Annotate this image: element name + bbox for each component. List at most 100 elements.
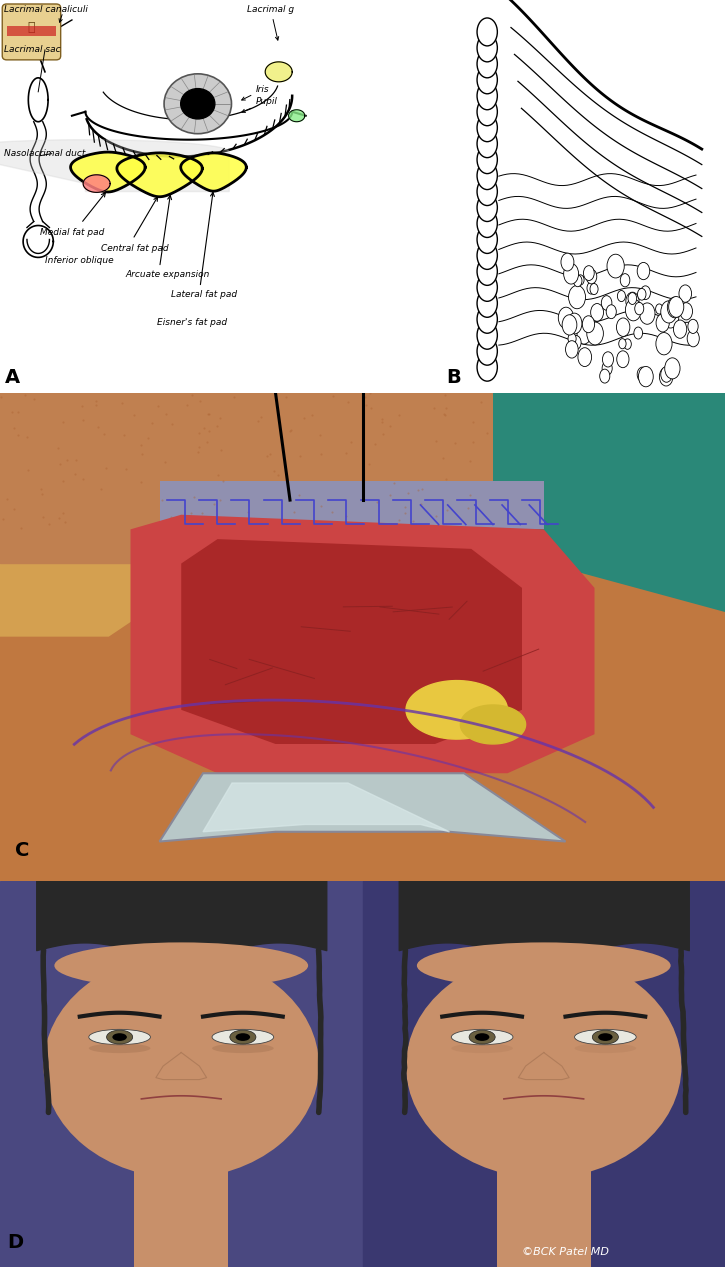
Ellipse shape — [406, 954, 682, 1178]
Circle shape — [475, 1033, 489, 1041]
Text: B: B — [447, 369, 461, 388]
Ellipse shape — [88, 1029, 151, 1045]
Circle shape — [469, 1030, 495, 1044]
Circle shape — [477, 49, 497, 77]
Polygon shape — [160, 480, 544, 530]
Text: ©BCK Patel MD: ©BCK Patel MD — [522, 1248, 609, 1257]
Polygon shape — [181, 540, 522, 744]
Circle shape — [568, 285, 586, 309]
Circle shape — [566, 341, 578, 359]
Polygon shape — [70, 152, 145, 193]
Circle shape — [477, 18, 497, 46]
Circle shape — [602, 361, 612, 375]
Circle shape — [658, 313, 668, 326]
Circle shape — [112, 1033, 127, 1041]
Circle shape — [591, 304, 603, 322]
Circle shape — [602, 352, 613, 367]
Circle shape — [571, 336, 581, 350]
Circle shape — [477, 129, 497, 157]
Circle shape — [667, 296, 682, 318]
Bar — [0, 881, 362, 1267]
Circle shape — [637, 367, 648, 381]
Text: Lacrimal sac: Lacrimal sac — [4, 44, 61, 54]
Ellipse shape — [212, 1044, 274, 1053]
Circle shape — [477, 114, 497, 142]
Polygon shape — [0, 139, 229, 191]
Polygon shape — [289, 110, 304, 122]
Circle shape — [477, 98, 497, 125]
Circle shape — [606, 305, 616, 319]
Polygon shape — [181, 153, 247, 191]
Polygon shape — [406, 680, 508, 739]
Circle shape — [659, 367, 673, 386]
Circle shape — [573, 275, 582, 286]
Circle shape — [639, 303, 655, 324]
Circle shape — [477, 257, 497, 285]
Text: Lacrimal canaliculi: Lacrimal canaliculi — [4, 5, 88, 14]
Circle shape — [561, 253, 574, 271]
Circle shape — [637, 262, 650, 280]
Circle shape — [582, 315, 594, 333]
Circle shape — [477, 305, 497, 333]
Text: Medial fat pad: Medial fat pad — [41, 228, 105, 237]
Circle shape — [164, 73, 231, 134]
Circle shape — [660, 366, 672, 383]
Circle shape — [616, 318, 630, 337]
Circle shape — [618, 290, 626, 302]
Circle shape — [592, 1030, 618, 1044]
Circle shape — [477, 82, 497, 110]
Ellipse shape — [451, 1029, 513, 1045]
Circle shape — [634, 327, 642, 340]
Polygon shape — [160, 773, 566, 841]
Circle shape — [477, 194, 497, 222]
Circle shape — [558, 307, 573, 328]
Circle shape — [637, 289, 646, 300]
Circle shape — [655, 304, 663, 314]
Circle shape — [477, 242, 497, 270]
Circle shape — [477, 209, 497, 237]
Ellipse shape — [574, 1029, 637, 1045]
Circle shape — [587, 283, 596, 294]
Circle shape — [688, 319, 698, 333]
Bar — [362, 881, 725, 1267]
Circle shape — [640, 286, 650, 299]
Circle shape — [477, 177, 497, 205]
Polygon shape — [83, 175, 110, 193]
Text: Central fat pad: Central fat pad — [101, 245, 169, 253]
Circle shape — [674, 321, 687, 338]
Circle shape — [586, 270, 597, 284]
Text: Eisner's fat pad: Eisner's fat pad — [157, 318, 228, 327]
Circle shape — [665, 357, 680, 379]
Text: D: D — [7, 1233, 23, 1252]
Circle shape — [236, 1033, 250, 1041]
Circle shape — [618, 338, 626, 348]
Bar — [497, 1171, 591, 1267]
Polygon shape — [493, 393, 725, 612]
Bar — [7, 25, 57, 35]
Circle shape — [656, 314, 669, 332]
Circle shape — [628, 293, 637, 304]
Circle shape — [621, 274, 630, 286]
Circle shape — [477, 34, 497, 62]
Ellipse shape — [574, 1044, 637, 1053]
Circle shape — [477, 274, 497, 302]
Circle shape — [477, 66, 497, 94]
Circle shape — [639, 366, 653, 386]
Circle shape — [590, 284, 598, 295]
Ellipse shape — [417, 943, 671, 988]
FancyBboxPatch shape — [2, 4, 61, 60]
Text: Lateral fat pad: Lateral fat pad — [171, 290, 237, 299]
Circle shape — [598, 1033, 613, 1041]
Ellipse shape — [44, 954, 319, 1178]
Polygon shape — [460, 704, 526, 744]
Circle shape — [680, 303, 692, 319]
Circle shape — [660, 300, 677, 323]
Polygon shape — [117, 153, 202, 196]
Ellipse shape — [212, 1029, 274, 1045]
Ellipse shape — [451, 1044, 513, 1053]
Circle shape — [230, 1030, 256, 1044]
Text: Lacrimal g: Lacrimal g — [247, 5, 294, 41]
Circle shape — [628, 300, 637, 314]
Circle shape — [107, 1030, 133, 1044]
Circle shape — [601, 295, 612, 310]
